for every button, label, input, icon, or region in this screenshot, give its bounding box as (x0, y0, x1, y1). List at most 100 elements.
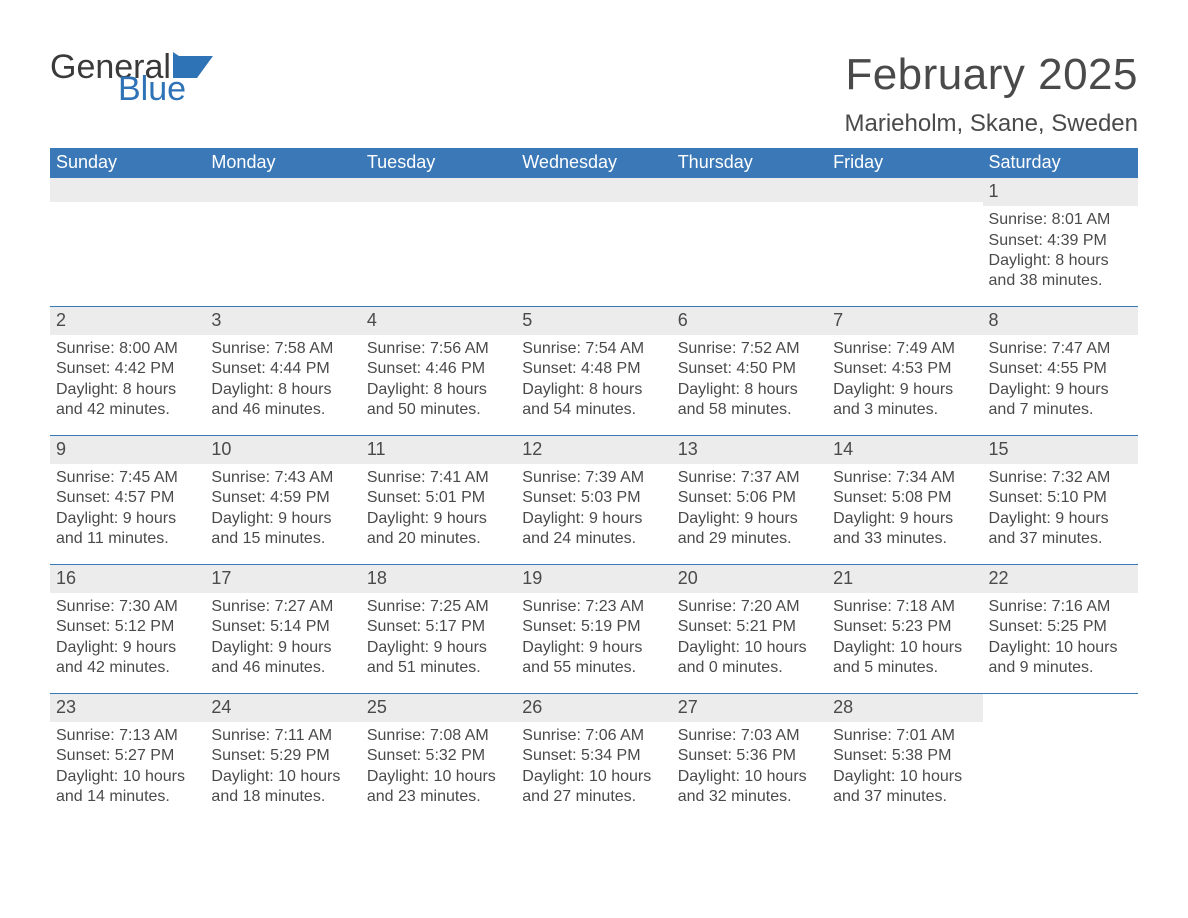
calendar-day: 2Sunrise: 8:00 AMSunset: 4:42 PMDaylight… (50, 307, 205, 435)
day-number: 28 (827, 694, 982, 722)
daylight-line: and 42 minutes. (56, 400, 199, 420)
calendar-day: 7Sunrise: 7:49 AMSunset: 4:53 PMDaylight… (827, 307, 982, 435)
calendar-day: 12Sunrise: 7:39 AMSunset: 5:03 PMDayligh… (516, 436, 671, 564)
day-number: 18 (361, 565, 516, 593)
calendar-week: 16Sunrise: 7:30 AMSunset: 5:12 PMDayligh… (50, 564, 1138, 693)
day-body: Sunrise: 7:03 AMSunset: 5:36 PMDaylight:… (672, 722, 827, 808)
day-body (827, 202, 982, 206)
day-number (361, 178, 516, 202)
day-body: Sunrise: 7:30 AMSunset: 5:12 PMDaylight:… (50, 593, 205, 679)
calendar-day: 13Sunrise: 7:37 AMSunset: 5:06 PMDayligh… (672, 436, 827, 564)
day-number: 25 (361, 694, 516, 722)
daylight-line: and 15 minutes. (211, 529, 354, 549)
daylight-line: and 37 minutes. (833, 787, 976, 807)
daylight-line: Daylight: 8 hours (678, 380, 821, 400)
weekday-header: Thursday (672, 148, 827, 178)
day-number: 20 (672, 565, 827, 593)
sunrise-line: Sunrise: 7:01 AM (833, 726, 976, 746)
location-subtitle: Marieholm, Skane, Sweden (845, 110, 1138, 138)
day-body: Sunrise: 7:58 AMSunset: 4:44 PMDaylight:… (205, 335, 360, 421)
sunrise-line: Sunrise: 7:34 AM (833, 468, 976, 488)
daylight-line: Daylight: 8 hours (367, 380, 510, 400)
calendar-week: 2Sunrise: 8:00 AMSunset: 4:42 PMDaylight… (50, 306, 1138, 435)
day-body (983, 718, 1138, 722)
sunrise-line: Sunrise: 8:00 AM (56, 339, 199, 359)
daylight-line: Daylight: 10 hours (678, 767, 821, 787)
weekday-header-row: SundayMondayTuesdayWednesdayThursdayFrid… (50, 148, 1138, 178)
day-body: Sunrise: 7:25 AMSunset: 5:17 PMDaylight:… (361, 593, 516, 679)
calendar-day: 8Sunrise: 7:47 AMSunset: 4:55 PMDaylight… (983, 307, 1138, 435)
daylight-line: Daylight: 9 hours (522, 638, 665, 658)
daylight-line: Daylight: 10 hours (833, 767, 976, 787)
day-number: 3 (205, 307, 360, 335)
daylight-line: and 58 minutes. (678, 400, 821, 420)
day-body (672, 202, 827, 206)
calendar-day: 20Sunrise: 7:20 AMSunset: 5:21 PMDayligh… (672, 565, 827, 693)
daylight-line: Daylight: 9 hours (989, 380, 1132, 400)
calendar-day: 26Sunrise: 7:06 AMSunset: 5:34 PMDayligh… (516, 694, 671, 822)
calendar-week: 9Sunrise: 7:45 AMSunset: 4:57 PMDaylight… (50, 435, 1138, 564)
weekday-header: Sunday (50, 148, 205, 178)
calendar-day: 25Sunrise: 7:08 AMSunset: 5:32 PMDayligh… (361, 694, 516, 822)
daylight-line: and 55 minutes. (522, 658, 665, 678)
day-number: 24 (205, 694, 360, 722)
sunset-line: Sunset: 5:38 PM (833, 746, 976, 766)
daylight-line: Daylight: 9 hours (56, 509, 199, 529)
day-body: Sunrise: 7:16 AMSunset: 5:25 PMDaylight:… (983, 593, 1138, 679)
daylight-line: Daylight: 9 hours (56, 638, 199, 658)
weekday-header: Saturday (983, 148, 1138, 178)
calendar-day (983, 694, 1138, 822)
daylight-line: and 23 minutes. (367, 787, 510, 807)
sunrise-line: Sunrise: 7:03 AM (678, 726, 821, 746)
sunset-line: Sunset: 5:17 PM (367, 617, 510, 637)
daylight-line: Daylight: 9 hours (833, 380, 976, 400)
calendar-day: 21Sunrise: 7:18 AMSunset: 5:23 PMDayligh… (827, 565, 982, 693)
calendar-day: 3Sunrise: 7:58 AMSunset: 4:44 PMDaylight… (205, 307, 360, 435)
day-number: 14 (827, 436, 982, 464)
day-body: Sunrise: 7:37 AMSunset: 5:06 PMDaylight:… (672, 464, 827, 550)
day-number: 13 (672, 436, 827, 464)
daylight-line: Daylight: 9 hours (522, 509, 665, 529)
day-number (205, 178, 360, 202)
day-number: 17 (205, 565, 360, 593)
day-number: 26 (516, 694, 671, 722)
sunset-line: Sunset: 4:39 PM (989, 231, 1132, 251)
calendar-day (516, 178, 671, 306)
day-body: Sunrise: 8:01 AMSunset: 4:39 PMDaylight:… (983, 206, 1138, 292)
daylight-line: Daylight: 8 hours (211, 380, 354, 400)
sunrise-line: Sunrise: 7:54 AM (522, 339, 665, 359)
sunset-line: Sunset: 5:14 PM (211, 617, 354, 637)
day-body: Sunrise: 7:34 AMSunset: 5:08 PMDaylight:… (827, 464, 982, 550)
sunrise-line: Sunrise: 7:18 AM (833, 597, 976, 617)
day-body: Sunrise: 7:08 AMSunset: 5:32 PMDaylight:… (361, 722, 516, 808)
calendar-day: 15Sunrise: 7:32 AMSunset: 5:10 PMDayligh… (983, 436, 1138, 564)
daylight-line: Daylight: 9 hours (833, 509, 976, 529)
daylight-line: Daylight: 9 hours (989, 509, 1132, 529)
day-number: 8 (983, 307, 1138, 335)
day-number: 22 (983, 565, 1138, 593)
day-number: 27 (672, 694, 827, 722)
sunrise-line: Sunrise: 7:06 AM (522, 726, 665, 746)
day-number: 2 (50, 307, 205, 335)
daylight-line: and 51 minutes. (367, 658, 510, 678)
sunrise-line: Sunrise: 7:32 AM (989, 468, 1132, 488)
sunrise-line: Sunrise: 7:20 AM (678, 597, 821, 617)
daylight-line: Daylight: 9 hours (367, 638, 510, 658)
daylight-line: Daylight: 10 hours (678, 638, 821, 658)
sunrise-line: Sunrise: 7:41 AM (367, 468, 510, 488)
weekday-header: Friday (827, 148, 982, 178)
daylight-line: Daylight: 10 hours (522, 767, 665, 787)
daylight-line: Daylight: 10 hours (56, 767, 199, 787)
sunrise-line: Sunrise: 7:49 AM (833, 339, 976, 359)
calendar-day: 18Sunrise: 7:25 AMSunset: 5:17 PMDayligh… (361, 565, 516, 693)
calendar-day: 9Sunrise: 7:45 AMSunset: 4:57 PMDaylight… (50, 436, 205, 564)
daylight-line: and 46 minutes. (211, 658, 354, 678)
day-body: Sunrise: 7:27 AMSunset: 5:14 PMDaylight:… (205, 593, 360, 679)
day-number: 7 (827, 307, 982, 335)
daylight-line: Daylight: 9 hours (367, 509, 510, 529)
sunset-line: Sunset: 5:03 PM (522, 488, 665, 508)
day-body: Sunrise: 7:56 AMSunset: 4:46 PMDaylight:… (361, 335, 516, 421)
daylight-line: Daylight: 10 hours (211, 767, 354, 787)
daylight-line: and 54 minutes. (522, 400, 665, 420)
sunset-line: Sunset: 5:19 PM (522, 617, 665, 637)
